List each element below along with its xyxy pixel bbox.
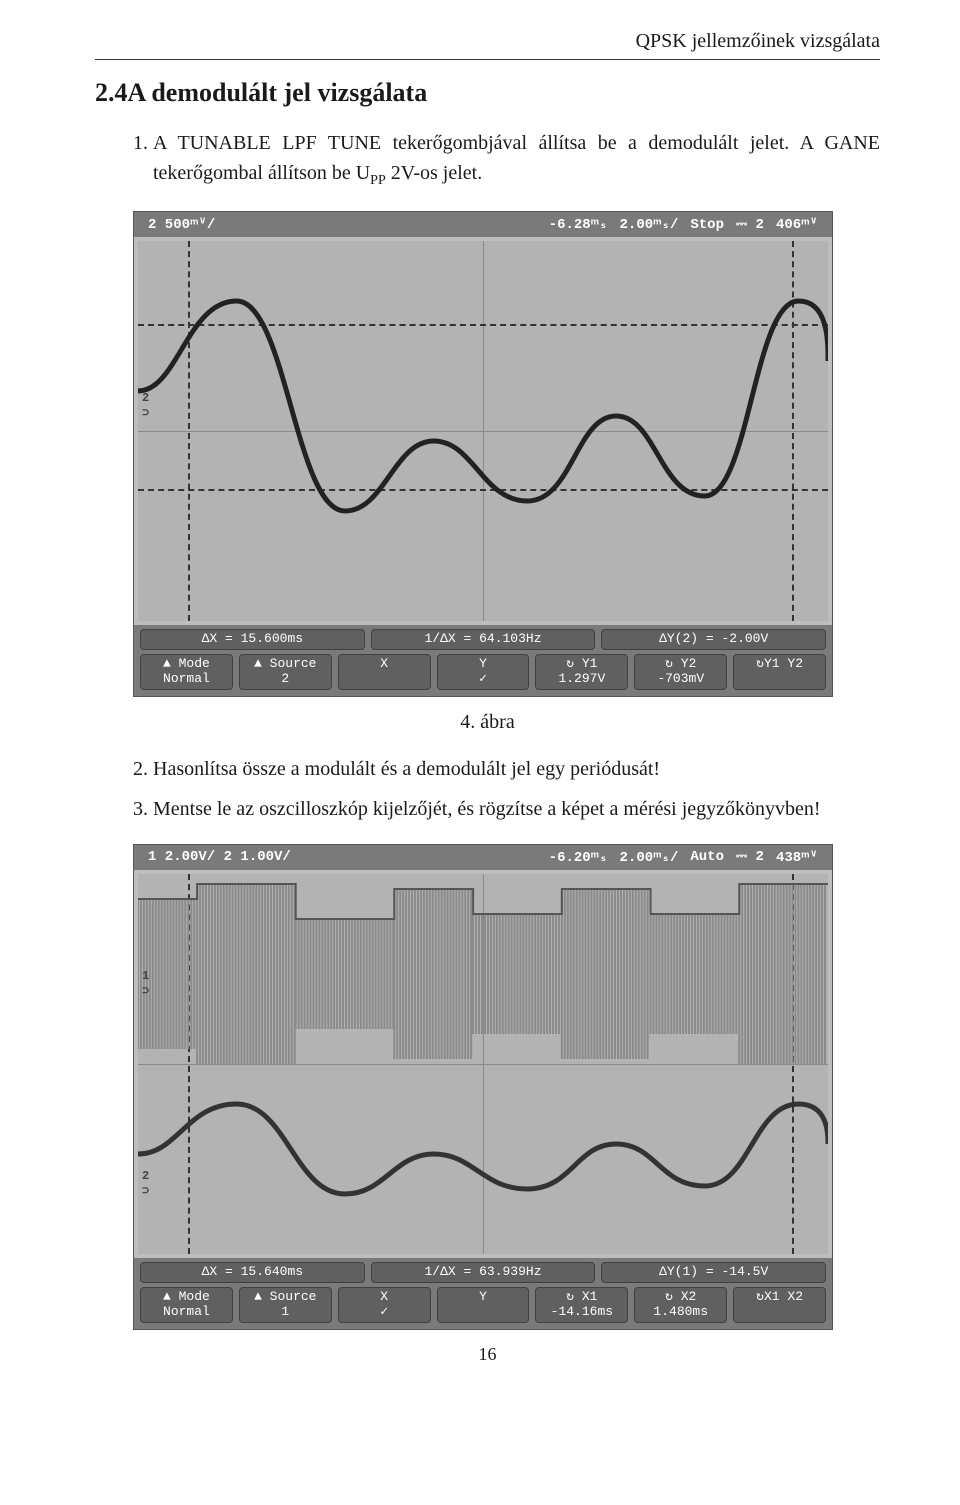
waveform-layer [138,874,828,1254]
header-rule [95,59,880,60]
oscilloscope-screen: 1⊃ 2⊃ [138,874,828,1254]
oscilloscope-panel: 1 2.00V/ 2 1.00V/ -6.20ᵐₛ 2.00ᵐₛ/ Auto ⎓… [133,844,833,1330]
softkey-row: ▲ ModeNormal ▲ Source2 X Y✓ ↻ Y11.297V ↻… [134,654,832,696]
trigger-state: Auto [684,849,730,865]
subscript: PP [370,173,386,188]
trigger-source: ⎓ 2 [730,849,770,865]
softkey-y2[interactable]: ↻ Y2-703mV [634,654,727,690]
softkey-x1[interactable]: ↻ X1-14.16ms [535,1287,628,1323]
meas-freq: 1/ΔX = 63.939Hz [371,1262,596,1283]
softkey-y[interactable]: Y✓ [437,654,530,690]
time-div: 2.00ᵐₛ/ [614,849,685,866]
channel-marker-2: 2⊃ [142,391,149,420]
softkey-mode[interactable]: ▲ ModeNormal [140,1287,233,1323]
channel-marker-2: 2⊃ [142,1169,149,1198]
softkey-x2[interactable]: ↻ X21.480ms [634,1287,727,1323]
softkey-source[interactable]: ▲ Source1 [239,1287,332,1323]
meas-dy: ΔY(1) = -14.5V [601,1262,826,1283]
softkey-source[interactable]: ▲ Source2 [239,654,332,690]
page-number: 16 [95,1344,880,1365]
instruction-list: Hasonlítsa össze a modulált és a demodul… [95,754,880,824]
oscilloscope-top-bar: 1 2.00V/ 2 1.00V/ -6.20ᵐₛ 2.00ᵐₛ/ Auto ⎓… [134,845,832,870]
page-running-header: QPSK jellemzőinek vizsgálata [95,30,880,53]
softkey-x1x2[interactable]: ↻X1 X2 [733,1287,826,1323]
instruction-list: A TUNABLE LPF TUNE tekerőgombjával állít… [95,128,880,191]
instruction-item: A TUNABLE LPF TUNE tekerőgombjával állít… [153,128,880,191]
oscilloscope-figure-4: 2 500ᵐⱽ/ -6.28ᵐₛ 2.00ᵐₛ/ Stop ⎓ 2 406ᵐⱽ [133,211,833,697]
section-heading: 2.4A demodulált jel vizsgálata [95,78,880,108]
softkey-y1y2[interactable]: ↻Y1 Y2 [733,654,826,690]
oscilloscope-top-bar: 2 500ᵐⱽ/ -6.28ᵐₛ 2.00ᵐₛ/ Stop ⎓ 2 406ᵐⱽ [134,212,832,237]
meas-dx: ΔX = 15.640ms [140,1262,365,1283]
measurement-row: ΔX = 15.600ms 1/ΔX = 64.103Hz ΔY(2) = -2… [134,625,832,654]
waveform-ch2 [138,241,828,621]
oscilloscope-panel: 2 500ᵐⱽ/ -6.28ᵐₛ 2.00ᵐₛ/ Stop ⎓ 2 406ᵐⱽ [133,211,833,697]
instruction-item: Mentse le az oszcilloszkóp kijelzőjét, é… [153,794,880,824]
softkey-x[interactable]: X✓ [338,1287,431,1323]
section-number: 2.4 [95,78,128,107]
time-offset: -6.28ᵐₛ [543,216,614,233]
channel-scale: 1 2.00V/ 2 1.00V/ [142,849,297,865]
figure-caption: 4. ábra [95,711,880,734]
meas-freq: 1/ΔX = 64.103Hz [371,629,596,650]
channel-scale: 2 500ᵐⱽ/ [142,216,221,233]
instruction-item: Hasonlítsa össze a modulált és a demodul… [153,754,880,784]
oscilloscope-figure-5: 1 2.00V/ 2 1.00V/ -6.20ᵐₛ 2.00ᵐₛ/ Auto ⎓… [133,844,833,1330]
time-offset: -6.20ᵐₛ [543,849,614,866]
oscilloscope-screen: 2⊃ [138,241,828,621]
channel-marker-1: 1⊃ [142,969,149,998]
trigger-level: 438ᵐⱽ [770,849,824,866]
text: Mentse le az oszcilloszkóp kijelzőjét, é… [153,798,821,820]
time-div: 2.00ᵐₛ/ [614,216,685,233]
softkey-row: ▲ ModeNormal ▲ Source1 X✓ Y ↻ X1-14.16ms… [134,1287,832,1329]
trigger-state: Stop [684,217,730,233]
softkey-y[interactable]: Y [437,1287,530,1323]
meas-dy: ΔY(2) = -2.00V [601,629,826,650]
section-title-text: A demodulált jel vizsgálata [128,78,428,107]
meas-dx: ΔX = 15.600ms [140,629,365,650]
softkey-y1[interactable]: ↻ Y11.297V [535,654,628,690]
softkey-mode[interactable]: ▲ ModeNormal [140,654,233,690]
softkey-x[interactable]: X [338,654,431,690]
trigger-source: ⎓ 2 [730,217,770,233]
measurement-row: ΔX = 15.640ms 1/ΔX = 63.939Hz ΔY(1) = -1… [134,1258,832,1287]
text: A TUNABLE LPF TUNE tekerőgombjával állít… [153,132,880,184]
text: Hasonlítsa össze a modulált és a demodul… [153,758,660,780]
trigger-level: 406ᵐⱽ [770,216,824,233]
text: 2V-os jelet. [386,162,482,184]
